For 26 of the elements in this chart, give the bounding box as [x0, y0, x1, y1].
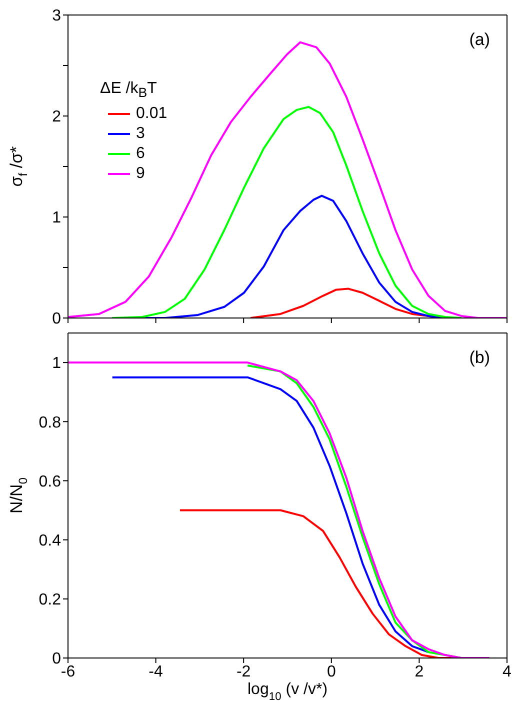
y-tick-label: 2 — [52, 108, 62, 126]
x-tick-label: -4 — [148, 663, 164, 680]
y-tick-label: 0 — [52, 310, 62, 328]
legend-label: 0.01 — [136, 105, 168, 124]
annotation: (a) — [469, 30, 490, 50]
y-tick-label: 3 — [52, 8, 62, 25]
x-tick-label: 4 — [502, 663, 512, 680]
x-tick-label: -2 — [236, 663, 251, 680]
y-tick-label: 1 — [52, 355, 62, 372]
x-tick-label: 2 — [414, 663, 424, 680]
annotation: (b) — [469, 348, 490, 368]
legend-label: 6 — [136, 145, 145, 164]
y-tick-label: 0.4 — [38, 532, 62, 550]
y-tick-label: 0 — [52, 650, 62, 668]
line-series — [111, 376, 430, 654]
y-tick-label: 0.2 — [38, 592, 62, 609]
line-series — [111, 106, 462, 318]
y-tick-label: 0.8 — [38, 414, 62, 432]
x-tick-label: 0 — [326, 663, 336, 680]
legend-title: ΔE /k$_{B}$T — [100, 80, 158, 100]
y-tick-label: 1 — [52, 210, 62, 227]
x-axis-title: log$_{10}$ (v /v*) — [247, 681, 328, 703]
legend-label: 9 — [136, 165, 145, 184]
legend-label: 3 — [136, 125, 145, 144]
x-tick-label: -6 — [60, 663, 76, 680]
y-tick-label: 0.6 — [38, 473, 62, 490]
